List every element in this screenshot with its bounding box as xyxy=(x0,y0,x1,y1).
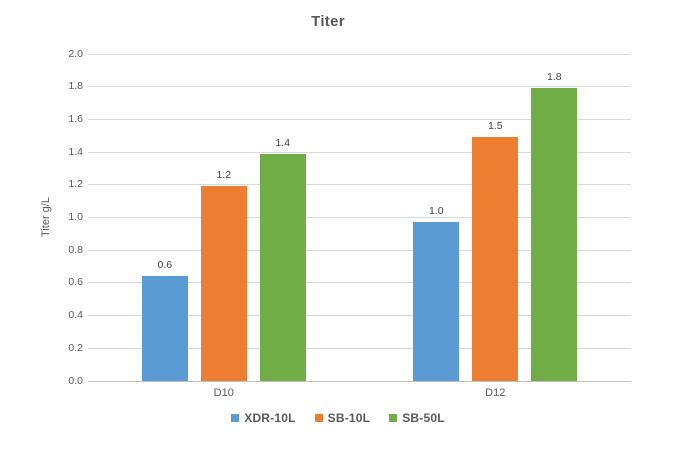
bar-xdr-10l-d12 xyxy=(413,222,460,381)
legend-label: SB-50L xyxy=(402,411,445,425)
gridline xyxy=(88,249,631,251)
legend-label: SB-10L xyxy=(327,411,371,425)
y-tick-label: 0.4 xyxy=(68,309,83,322)
y-tick-label: 1.2 xyxy=(68,178,83,191)
bar-value-label: 1.5 xyxy=(487,120,503,133)
y-tick-label: 1.8 xyxy=(68,80,83,93)
y-tick-label: 0.0 xyxy=(68,374,83,387)
legend-swatch-xdr-10l xyxy=(231,414,240,422)
x-tick-label: D10 xyxy=(213,387,234,399)
y-tick-label: 0.6 xyxy=(68,276,83,289)
gridline xyxy=(88,118,631,120)
gridline xyxy=(88,184,631,186)
legend-swatch-sb-10l xyxy=(314,414,323,422)
legend-item-sb-10l: SB-10L xyxy=(314,411,371,425)
y-tick-label: 1.4 xyxy=(68,145,83,158)
gridline xyxy=(88,151,631,153)
y-tick-label: 0.8 xyxy=(68,243,83,256)
gridline xyxy=(88,282,631,284)
legend-item-sb-50l: SB-50L xyxy=(389,411,445,425)
bar-sb-10l-d10 xyxy=(200,186,247,381)
legend-swatch-sb-50l xyxy=(389,414,398,422)
gridline xyxy=(88,53,631,55)
y-tick-label: 0.2 xyxy=(68,341,83,354)
bar-value-label: 1.8 xyxy=(546,71,562,84)
y-tick-label: 1.0 xyxy=(68,211,83,223)
y-tick-label: 1.6 xyxy=(68,112,83,125)
legend-label: XDR-10L xyxy=(244,411,296,425)
x-axis-line xyxy=(88,380,631,382)
bar-value-label: 1.4 xyxy=(275,136,291,149)
legend: XDR-10L SB-10L SB-50L xyxy=(0,411,676,425)
bar-sb-10l-d12 xyxy=(472,137,519,381)
bar-value-label: 0.6 xyxy=(157,259,173,272)
gridline xyxy=(88,217,631,218)
bar-xdr-10l-d10 xyxy=(141,276,188,381)
bar-value-label: 1.0 xyxy=(428,205,444,218)
gridline xyxy=(88,86,631,88)
chart-title: Titer xyxy=(311,13,345,30)
y-tick-label: 2.0 xyxy=(68,47,83,60)
bar-sb-50l-d12 xyxy=(531,88,578,381)
legend-item-xdr-10l: XDR-10L xyxy=(231,411,295,425)
bar-value-label: 1.2 xyxy=(216,169,232,182)
x-tick-label: D12 xyxy=(485,387,506,399)
bar-sb-50l-d10 xyxy=(259,153,306,381)
gridline xyxy=(88,315,631,317)
y-axis-title: Titer g/L xyxy=(40,197,52,237)
gridline xyxy=(88,347,631,349)
